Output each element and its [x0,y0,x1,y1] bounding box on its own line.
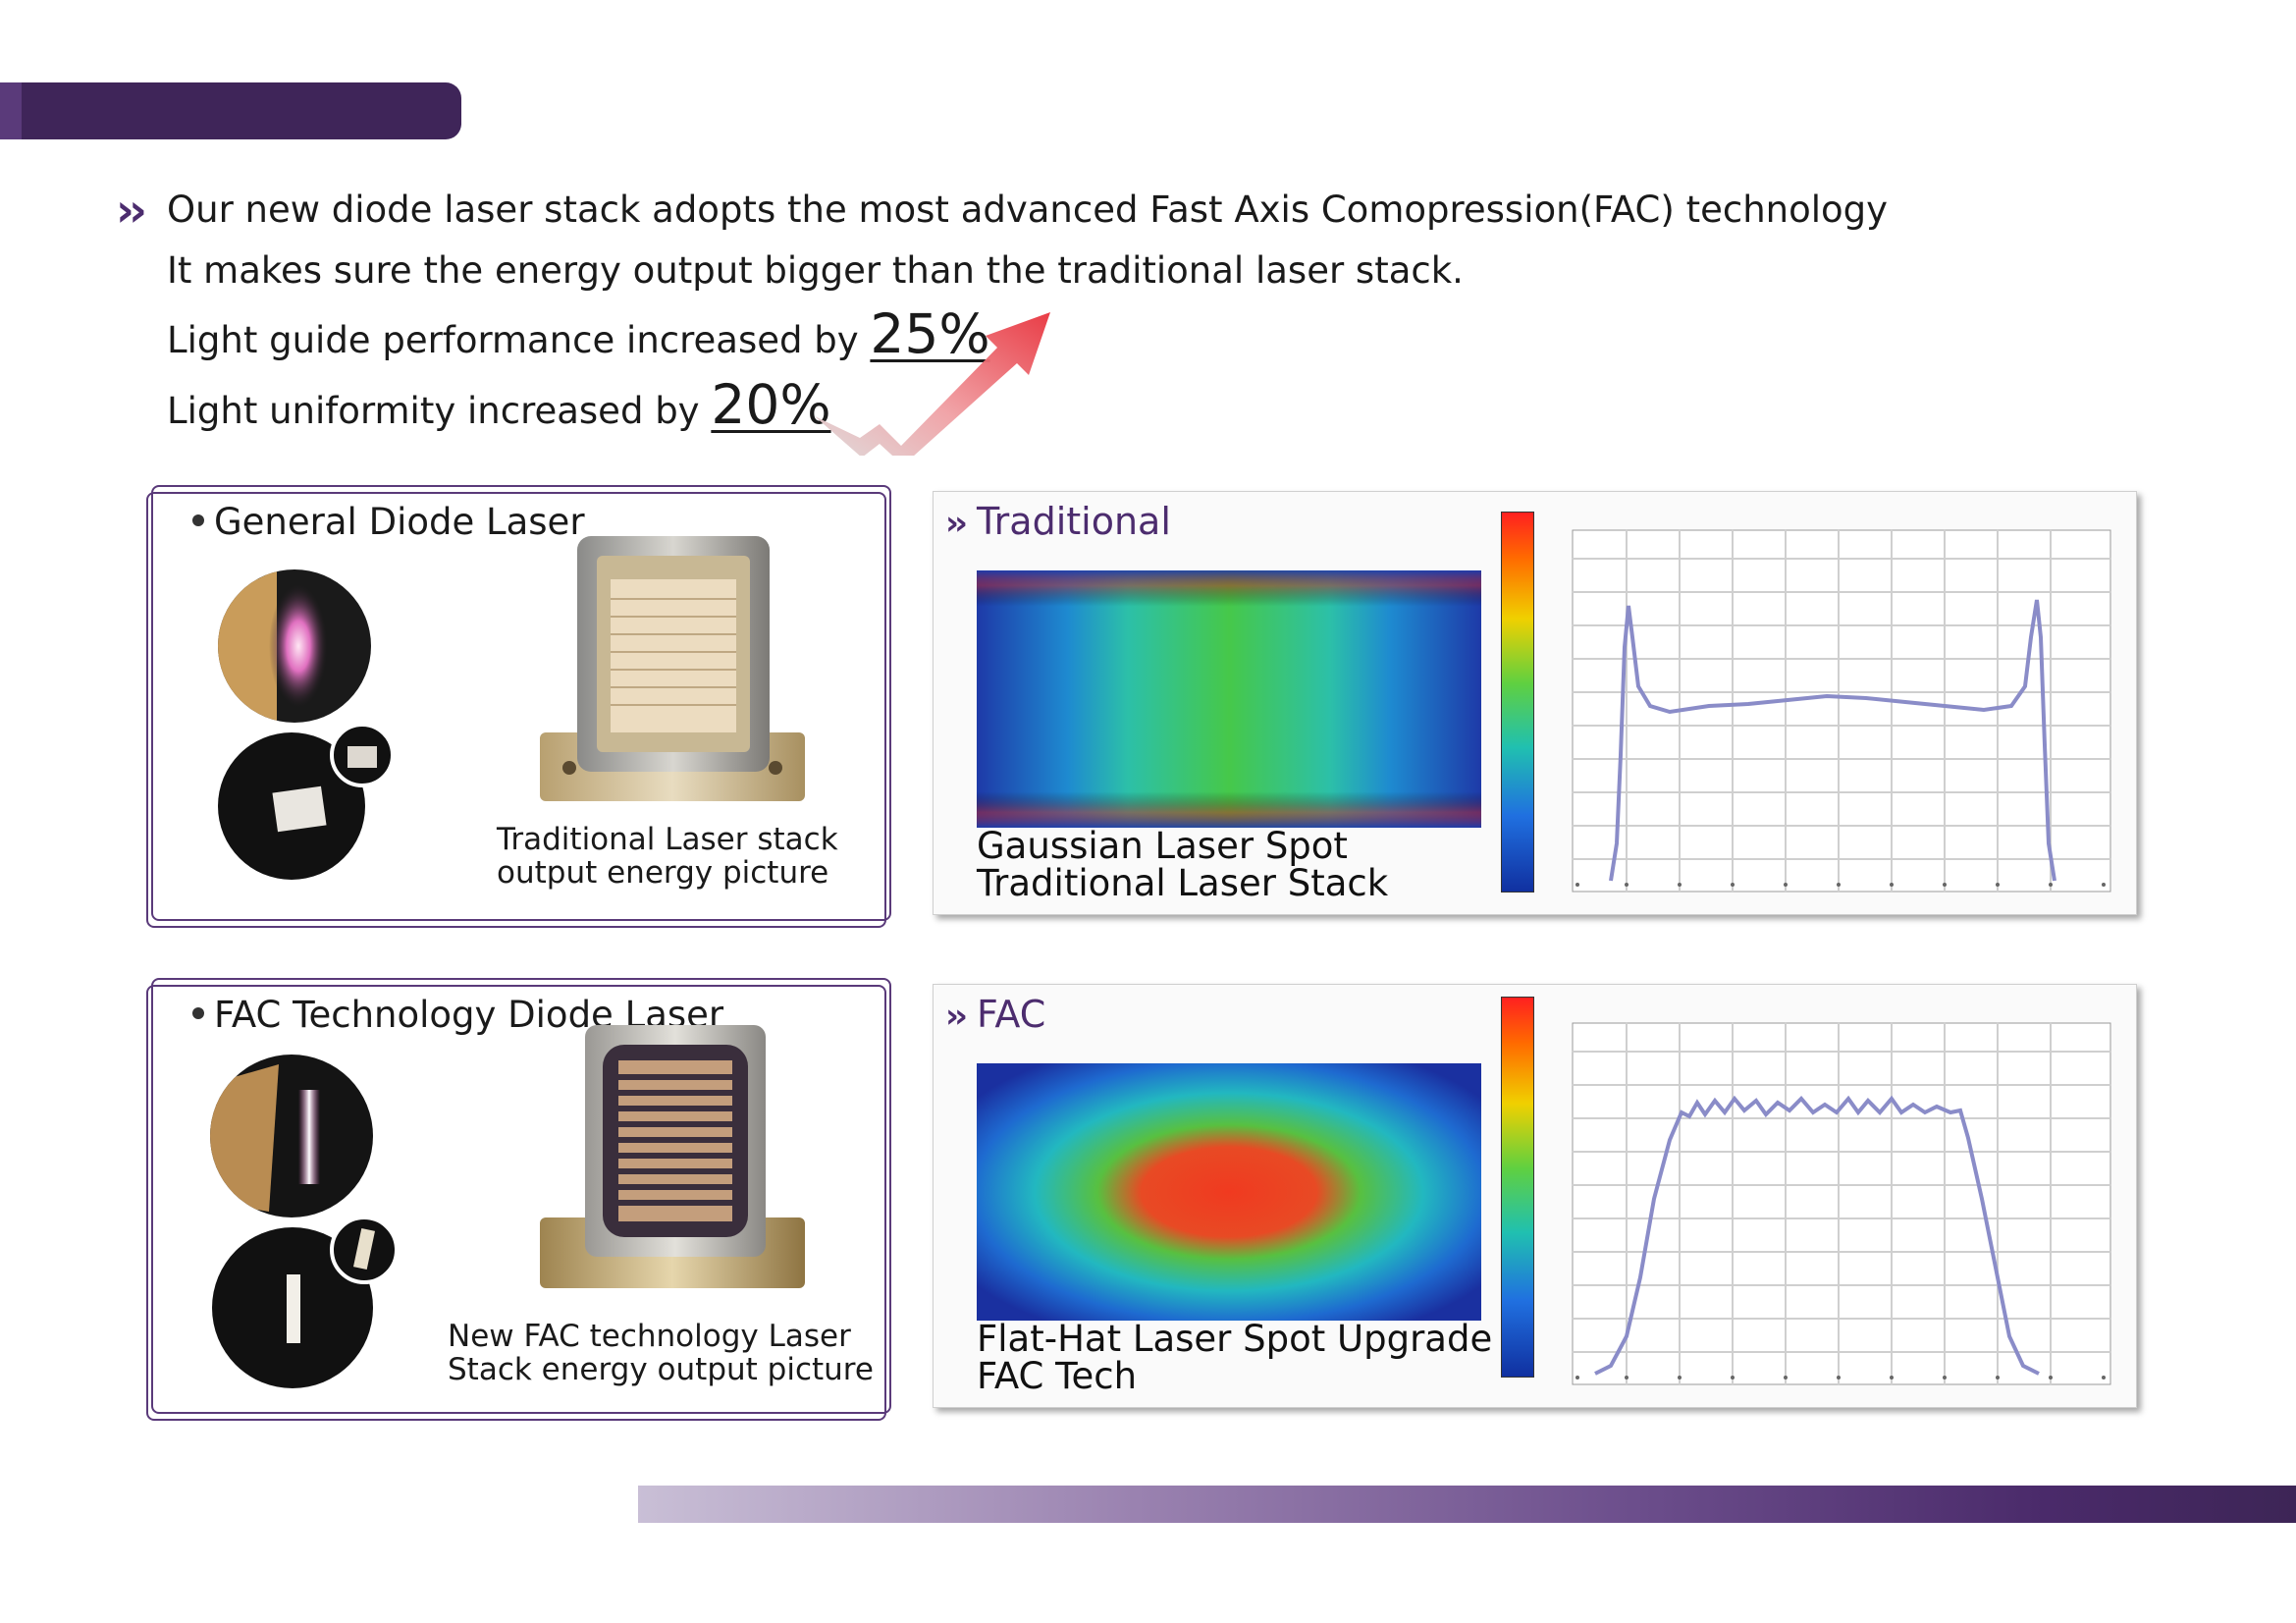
fac-caption: New FAC technology Laser Stack energy ou… [448,1319,874,1387]
traditional-spot-panel: ›› Traditional Gaussian Laser Spot Tradit… [933,491,2137,915]
fac-heading: ›› FAC [945,993,1046,1036]
header-band [0,82,461,139]
light-guide-value: 25% [870,302,990,365]
burn-inset-circle [330,723,395,787]
flat-hat-spot-heatmap [977,1063,1481,1321]
intro-line-4: Light uniformity increased by 20% [167,373,831,436]
traditional-laser-stack-image [540,536,805,801]
color-scale-bar [1501,997,1534,1378]
gaussian-profile-graph [1572,529,2111,893]
beam-photo-pink [218,569,371,723]
double-chevron-icon: ›› [945,997,968,1036]
traditional-heading: ›› Traditional [945,500,1171,543]
flat-hat-profile-graph [1572,1022,2111,1385]
gaussian-spot-heatmap [977,570,1481,828]
intro-line-2: It makes sure the energy output bigger t… [167,249,1464,292]
fac-spot-panel: ›› FAC Flat-Hat Laser Spot Upgrade FAC Te… [933,984,2137,1408]
general-caption: Traditional Laser stack output energy pi… [497,822,838,891]
trend-up-arrow-icon [815,312,1050,456]
uniformity-label: Light uniformity increased by [167,390,712,432]
light-guide-label: Light guide performance increased by [167,319,871,361]
intro-line-3: Light guide performance increased by 25% [167,302,990,365]
fac-laser-stack-image [540,1025,805,1288]
general-diode-title: General Diode Laser [192,501,585,543]
bullet-dot-icon [192,1006,204,1019]
traditional-spot-label: Gaussian Laser Spot Traditional Laser St… [977,825,1389,904]
color-scale-bar [1501,512,1534,893]
double-chevron-icon: ›› [116,184,147,237]
beam-photo-line [210,1055,373,1217]
footer-band [638,1486,2296,1523]
bullet-dot-icon [192,514,204,526]
general-diode-laser-card: General Diode Laser Traditional Laser st… [146,485,891,928]
intro-line-1: Our new diode laser stack adopts the mos… [167,189,1889,231]
fac-diode-laser-card: FAC Technology Diode Laser New FAC techn… [146,978,891,1421]
burn-inset-circle [330,1216,399,1284]
fac-spot-label: Flat-Hat Laser Spot Upgrade FAC Tech [977,1318,1493,1397]
uniformity-value: 20% [711,373,831,436]
double-chevron-icon: ›› [945,504,968,543]
